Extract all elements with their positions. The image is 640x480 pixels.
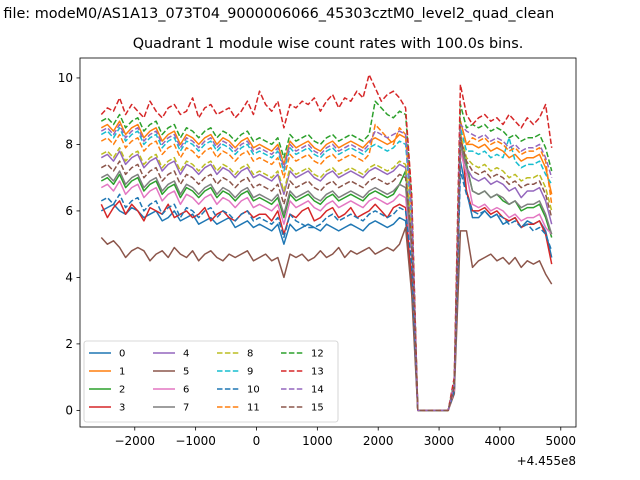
legend-label-11: 11 [247, 403, 260, 414]
y-tick-label: 10 [58, 71, 73, 85]
chart-title: Quadrant 1 module wise count rates with … [132, 36, 524, 52]
x-tick-label: 4000 [485, 434, 516, 448]
x-tick-label: −2000 [114, 434, 155, 448]
series-line-1 [100, 120, 553, 412]
x-ticks: −2000 −1000 0 1000 2000 3000 4000 5000 [114, 427, 576, 448]
legend-label-5: 5 [183, 367, 189, 378]
series-line-9 [100, 127, 553, 412]
legend-label-9: 9 [247, 367, 253, 378]
legend-label-14: 14 [311, 385, 324, 396]
x-tick-label: 0 [253, 434, 261, 448]
legend-label-12: 12 [311, 349, 324, 360]
legend-label-0: 0 [119, 349, 125, 360]
legend-label-13: 13 [311, 367, 324, 378]
axes-frame [79, 57, 577, 428]
x-offset-text: +4.455e8 [517, 454, 576, 468]
legend-label-7: 7 [183, 403, 189, 414]
series-line-5 [100, 226, 553, 412]
legend-label-6: 6 [183, 385, 189, 396]
x-tick-label: 2000 [363, 434, 394, 448]
legend-label-2: 2 [119, 385, 125, 396]
series-line-3 [100, 130, 553, 412]
legend-label-3: 3 [119, 403, 125, 414]
y-tick-label: 8 [65, 138, 73, 152]
y-tick-label: 6 [65, 204, 73, 218]
legend-label-15: 15 [311, 403, 324, 414]
series-line-13 [100, 73, 553, 412]
series-line-7 [100, 143, 553, 412]
y-tick-label: 2 [65, 337, 73, 351]
x-tick-label: 3000 [424, 434, 455, 448]
series-line-6 [100, 150, 553, 412]
legend-label-8: 8 [247, 349, 253, 360]
legend-frame [83, 340, 339, 423]
figure-suptitle: a file: modeM0/AS1A13_073T04_9000006066_… [0, 6, 555, 22]
series-line-14 [100, 123, 553, 412]
series-line-11 [100, 120, 553, 412]
x-tick-label: 1000 [302, 434, 333, 448]
series-layer [100, 73, 553, 412]
series-line-12 [100, 100, 553, 412]
y-tick-label: 4 [65, 271, 73, 285]
series-line-0 [100, 160, 553, 412]
y-ticks: 0 2 4 6 8 10 [58, 71, 80, 418]
legend-label-10: 10 [247, 385, 260, 396]
legend-label-4: 4 [183, 349, 189, 360]
series-line-8 [100, 133, 553, 412]
legend-label-1: 1 [119, 367, 125, 378]
x-tick-label: 5000 [546, 434, 577, 448]
series-line-4 [100, 143, 553, 412]
series-line-15 [100, 137, 553, 412]
y-tick-label: 0 [65, 404, 73, 418]
series-line-10 [100, 170, 553, 412]
x-tick-label: −1000 [175, 434, 216, 448]
